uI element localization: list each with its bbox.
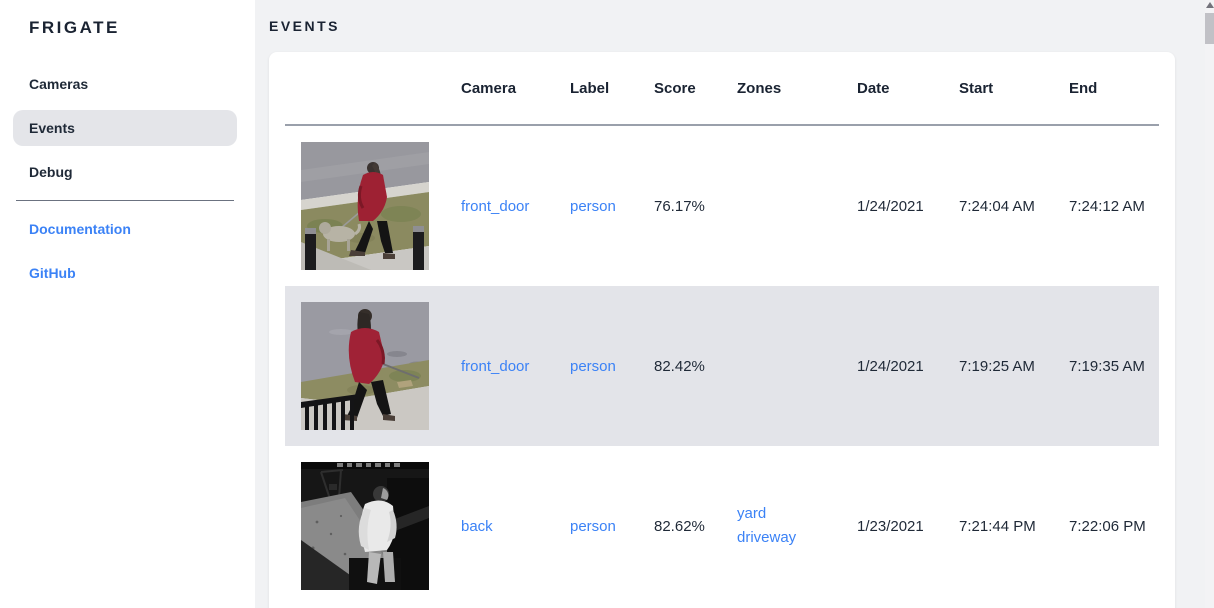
sidebar-item-label: Cameras (29, 76, 89, 92)
thumbnail-cell (285, 142, 461, 270)
start-value: 7:24:04 AM (959, 197, 1035, 215)
sidebar-item-cameras[interactable]: Cameras (13, 66, 237, 102)
events-table: Camera Label Score Zones Date Start End (285, 52, 1159, 606)
camera-link[interactable]: front_door (461, 357, 530, 375)
date-value: 1/24/2021 (857, 197, 924, 215)
end-value: 7:22:06 PM (1069, 517, 1146, 535)
sidebar-link-documentation[interactable]: Documentation (13, 211, 237, 247)
sidebar-link-label: GitHub (29, 265, 76, 281)
zones-cell: yard driveway (737, 502, 857, 550)
col-header-camera: Camera (461, 79, 517, 97)
sidebar-item-label: Events (29, 120, 75, 136)
sidebar-item-label: Debug (29, 164, 73, 180)
sidebar: FRIGATE Cameras Events Debug Documentati… (0, 0, 255, 608)
camera-link[interactable]: back (461, 517, 493, 535)
sidebar-link-github[interactable]: GitHub (13, 255, 237, 291)
event-row[interactable]: back person 82.62% yard driveway 1/23/20… (285, 446, 1159, 606)
thumbnail-cell (285, 302, 461, 430)
date-value: 1/23/2021 (857, 517, 924, 535)
scrollbar-up-icon[interactable] (1206, 2, 1214, 8)
col-header-start: Start (959, 79, 994, 97)
thumbnail-cell (285, 462, 461, 590)
end-value: 7:19:35 AM (1069, 357, 1145, 375)
scrollbar-thumb[interactable] (1205, 13, 1214, 44)
label-link[interactable]: person (570, 197, 616, 215)
start-value: 7:21:44 PM (959, 517, 1036, 535)
camera-link[interactable]: front_door (461, 197, 530, 215)
col-header-label: Label (570, 79, 610, 97)
event-thumbnail[interactable] (301, 462, 429, 590)
col-header-score: Score (654, 79, 696, 97)
score-value: 76.17% (654, 197, 705, 215)
sidebar-link-label: Documentation (29, 221, 131, 237)
col-header-end: End (1069, 79, 1098, 97)
label-link[interactable]: person (570, 517, 616, 535)
events-card: Camera Label Score Zones Date Start End (269, 52, 1175, 608)
start-value: 7:19:25 AM (959, 357, 1035, 375)
zone-link[interactable]: driveway (737, 529, 797, 546)
event-row[interactable]: front_door person 82.42% 1/24/2021 7:19:… (285, 286, 1159, 446)
event-row[interactable]: front_door person 76.17% 1/24/2021 7:24:… (285, 126, 1159, 286)
sidebar-item-debug[interactable]: Debug (13, 154, 237, 190)
score-value: 82.62% (654, 517, 705, 535)
scrollbar[interactable] (1205, 0, 1214, 608)
end-value: 7:24:12 AM (1069, 197, 1145, 215)
main-content: EVENTS Camera Label Score Zones Date Sta… (255, 0, 1205, 608)
col-header-zones: Zones (737, 79, 782, 97)
date-value: 1/24/2021 (857, 357, 924, 375)
col-header-date: Date (857, 79, 890, 97)
table-header-row: Camera Label Score Zones Date Start End (285, 52, 1159, 126)
sidebar-divider (16, 200, 234, 201)
sidebar-item-events[interactable]: Events (13, 110, 237, 146)
score-value: 82.42% (654, 357, 705, 375)
zone-link[interactable]: yard (737, 505, 767, 522)
label-link[interactable]: person (570, 357, 616, 375)
page-title: EVENTS (269, 18, 341, 34)
event-thumbnail[interactable] (301, 142, 429, 270)
sidebar-nav: Cameras Events Debug Documentation GitHu… (13, 66, 237, 299)
event-thumbnail[interactable] (301, 302, 429, 430)
frigate-logo: FRIGATE (29, 18, 120, 37)
